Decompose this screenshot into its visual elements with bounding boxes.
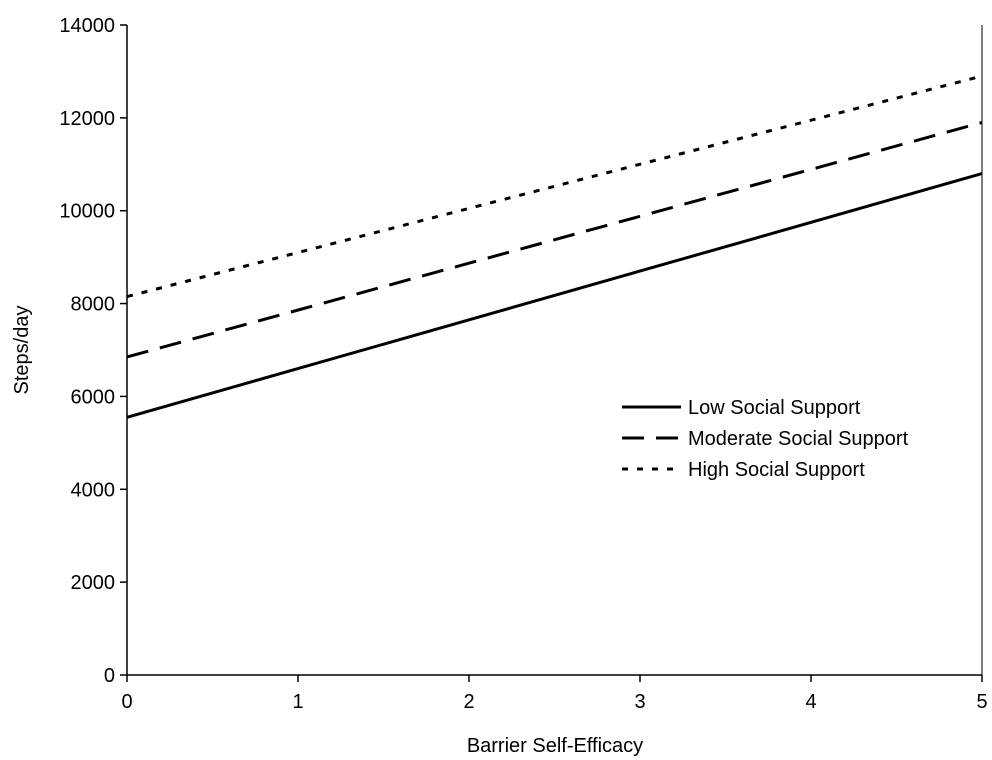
y-tick-label: 4000 xyxy=(71,479,116,501)
y-tick-label: 14000 xyxy=(59,15,115,37)
y-axis-ticks: 0 2000 4000 6000 8000 10000 12000 14000 xyxy=(59,15,127,687)
x-tick-label: 0 xyxy=(121,691,132,713)
series-line-dotted xyxy=(126,74,983,299)
x-tick-label: 4 xyxy=(805,691,816,713)
series-lines xyxy=(126,74,983,419)
x-tick-label: 1 xyxy=(292,691,303,713)
legend-label: Low Social Support xyxy=(688,397,861,419)
x-axis-label: Barrier Self-Efficacy xyxy=(467,735,643,757)
x-axis-ticks: 0 1 2 3 4 5 xyxy=(121,675,988,713)
legend: Low Social Support Moderate Social Suppor… xyxy=(622,397,909,481)
y-tick-label: 2000 xyxy=(71,572,116,594)
series-line-dashed xyxy=(126,121,983,359)
y-axis-label: Steps/day xyxy=(11,306,33,395)
series-line-solid xyxy=(126,172,983,419)
x-tick-label: 2 xyxy=(463,691,474,713)
y-tick-label: 10000 xyxy=(59,201,115,223)
legend-label: Moderate Social Support xyxy=(688,428,909,450)
x-tick-label: 5 xyxy=(976,691,987,713)
x-tick-label: 3 xyxy=(634,691,645,713)
plot-area: 0 2000 4000 6000 8000 10000 12000 14000 0 1 2 3 4 5 xyxy=(59,15,987,713)
y-tick-label: 12000 xyxy=(59,108,115,130)
legend-label: High Social Support xyxy=(688,459,865,481)
y-tick-label: 6000 xyxy=(71,386,116,408)
y-tick-label: 0 xyxy=(104,665,115,687)
y-tick-label: 8000 xyxy=(71,294,116,316)
